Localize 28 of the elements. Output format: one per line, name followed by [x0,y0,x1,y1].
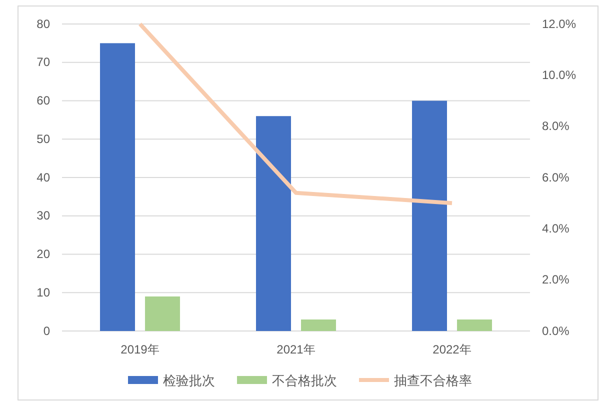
y2-tick-label: 12.0% [542,16,576,31]
bar [412,100,447,331]
y2-tick-label: 10.0% [542,68,576,82]
y-tick-label: 20 [36,247,50,262]
y2-tick-label: 8.0% [542,119,570,134]
bar [100,43,135,331]
y-tick-label: 70 [36,55,50,70]
bar [145,296,180,331]
bar [256,116,291,331]
y2-tick-label: 6.0% [542,170,570,184]
legend-label: 抽查不合格率 [394,373,472,389]
bar [457,319,492,331]
y-tick-label: 40 [36,170,50,184]
y-tick-label: 10 [36,285,50,300]
y2-tick-label: 4.0% [542,222,570,236]
y-tick-label: 80 [36,16,50,31]
y2-tick-label: 0.0% [542,324,570,338]
bar [301,319,336,331]
y2-tick-label: 2.0% [542,272,570,287]
x-tick-label: 2022年 [432,342,472,357]
y-tick-label: 0 [43,324,50,338]
y-tick-label: 30 [36,208,50,223]
x-tick-label: 2019年 [120,342,160,357]
y-tick-label: 50 [36,132,50,146]
legend-label: 不合格批次 [272,374,337,389]
y-tick-label: 60 [36,94,50,108]
legend-label: 检验批次 [163,374,215,389]
x-tick-label: 2021年 [276,342,316,357]
